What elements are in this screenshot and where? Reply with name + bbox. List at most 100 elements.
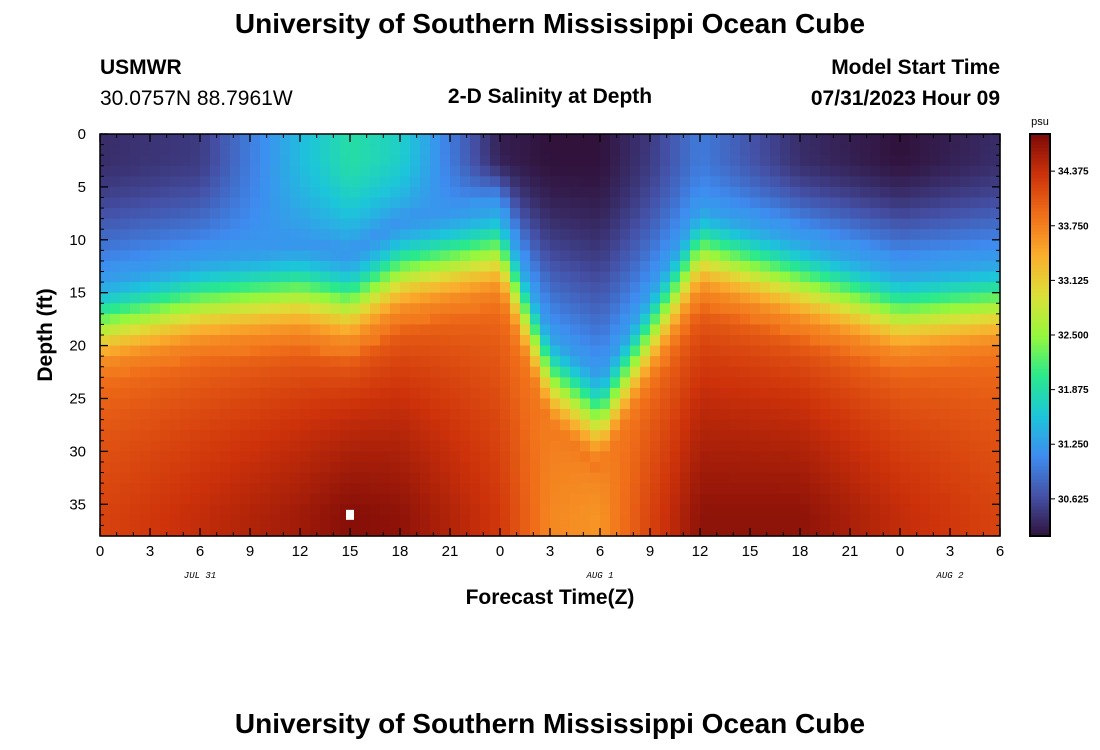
heatmap-cell — [540, 430, 551, 442]
heatmap-cell — [490, 366, 501, 378]
heatmap-cell — [170, 303, 181, 315]
heatmap-cell — [410, 250, 421, 262]
heatmap-cell — [920, 165, 931, 177]
date-label: AUG 2 — [935, 571, 964, 581]
heatmap-cell — [300, 176, 311, 188]
heatmap-cell — [340, 292, 351, 304]
heatmap-cell — [660, 514, 671, 527]
heatmap-cell — [290, 197, 301, 209]
heatmap-cell — [890, 165, 901, 177]
heatmap-cell — [120, 197, 131, 209]
heatmap-cell — [120, 356, 131, 368]
heatmap-cell — [530, 409, 541, 421]
heatmap-cell — [110, 472, 121, 484]
heatmap-cell — [410, 398, 421, 410]
heatmap-cell — [500, 324, 511, 336]
heatmap-cell — [950, 197, 961, 209]
heatmap-cell — [550, 472, 561, 484]
heatmap-cell — [210, 345, 221, 357]
heatmap-cell — [400, 155, 411, 167]
heatmap-cell — [680, 461, 691, 474]
heatmap-cell — [890, 430, 901, 442]
heatmap-cell — [610, 461, 621, 474]
heatmap-cell — [350, 525, 361, 537]
heatmap-cell — [700, 504, 711, 516]
heatmap-cell — [190, 504, 201, 516]
heatmap-cell — [570, 165, 581, 177]
heatmap-cell — [700, 387, 711, 400]
heatmap-cell — [400, 197, 411, 209]
heatmap-cell — [960, 282, 971, 294]
heatmap-cell — [790, 483, 801, 495]
heatmap-cell — [390, 335, 401, 347]
heatmap-cell — [710, 165, 721, 177]
heatmap-cell — [310, 292, 321, 304]
heatmap-cell — [670, 525, 681, 537]
heatmap-cell — [850, 176, 861, 188]
heatmap-cell — [490, 430, 501, 442]
heatmap-cell — [770, 229, 781, 241]
heatmap-cell — [320, 451, 331, 463]
heatmap-cell — [350, 409, 361, 421]
heatmap-cell — [630, 335, 641, 347]
heatmap-cell — [380, 514, 391, 527]
heatmap-cell — [200, 176, 211, 188]
heatmap-cell — [200, 239, 211, 251]
heatmap-cell — [300, 525, 311, 537]
heatmap-cell — [160, 144, 171, 156]
heatmap-cell — [490, 282, 501, 294]
heatmap-cell — [460, 409, 471, 421]
heatmap-cell — [410, 197, 421, 209]
heatmap-cell — [110, 451, 121, 463]
heatmap-cell — [340, 377, 351, 389]
heatmap-cell — [490, 218, 501, 230]
heatmap-cell — [260, 419, 271, 431]
heatmap-cell — [880, 493, 891, 505]
heatmap-cell — [580, 144, 591, 156]
heatmap-cell — [190, 398, 201, 410]
heatmap-cell — [820, 271, 831, 283]
heatmap-cell — [980, 250, 991, 262]
heatmap-cell — [150, 419, 161, 431]
heatmap-cell — [150, 303, 161, 315]
heatmap-cell — [870, 419, 881, 431]
heatmap-cell — [380, 229, 391, 241]
heatmap-cell — [650, 472, 661, 484]
heatmap-cell — [750, 366, 761, 378]
heatmap-cell — [290, 387, 301, 400]
heatmap-cell — [550, 313, 561, 326]
heatmap-cell — [490, 134, 501, 146]
heatmap-cell — [580, 155, 591, 167]
heatmap-cell — [250, 472, 261, 484]
heatmap-cell — [800, 208, 811, 220]
heatmap-cell — [610, 155, 621, 167]
heatmap-cell — [390, 356, 401, 368]
heatmap-cell — [920, 292, 931, 304]
heatmap-cell — [850, 303, 861, 315]
heatmap-cell — [500, 430, 511, 442]
heatmap-cell — [300, 260, 311, 273]
heatmap-cell — [100, 186, 111, 199]
colorbar-segment — [1030, 134, 1050, 138]
heatmap-cell — [530, 451, 541, 463]
heatmap-cell — [820, 514, 831, 527]
heatmap-cell — [690, 430, 701, 442]
heatmap-cell — [190, 366, 201, 378]
heatmap-cell — [300, 335, 311, 347]
heatmap-cell — [150, 176, 161, 188]
heatmap-cell — [390, 229, 401, 241]
heatmap-cell — [340, 271, 351, 283]
heatmap-cell — [480, 430, 491, 442]
colorbar-segment — [1030, 324, 1050, 329]
heatmap-cell — [210, 366, 221, 378]
heatmap-cell — [630, 134, 641, 146]
heatmap-cell — [770, 514, 781, 527]
heatmap-cell — [960, 250, 971, 262]
heatmap-cell — [560, 271, 571, 283]
heatmap-cell — [820, 197, 831, 209]
heatmap-cell — [530, 324, 541, 336]
colorbar-segment — [1030, 475, 1050, 480]
heatmap-cell — [360, 387, 371, 400]
heatmap-cell — [740, 387, 751, 400]
heatmap-cell — [360, 229, 371, 241]
